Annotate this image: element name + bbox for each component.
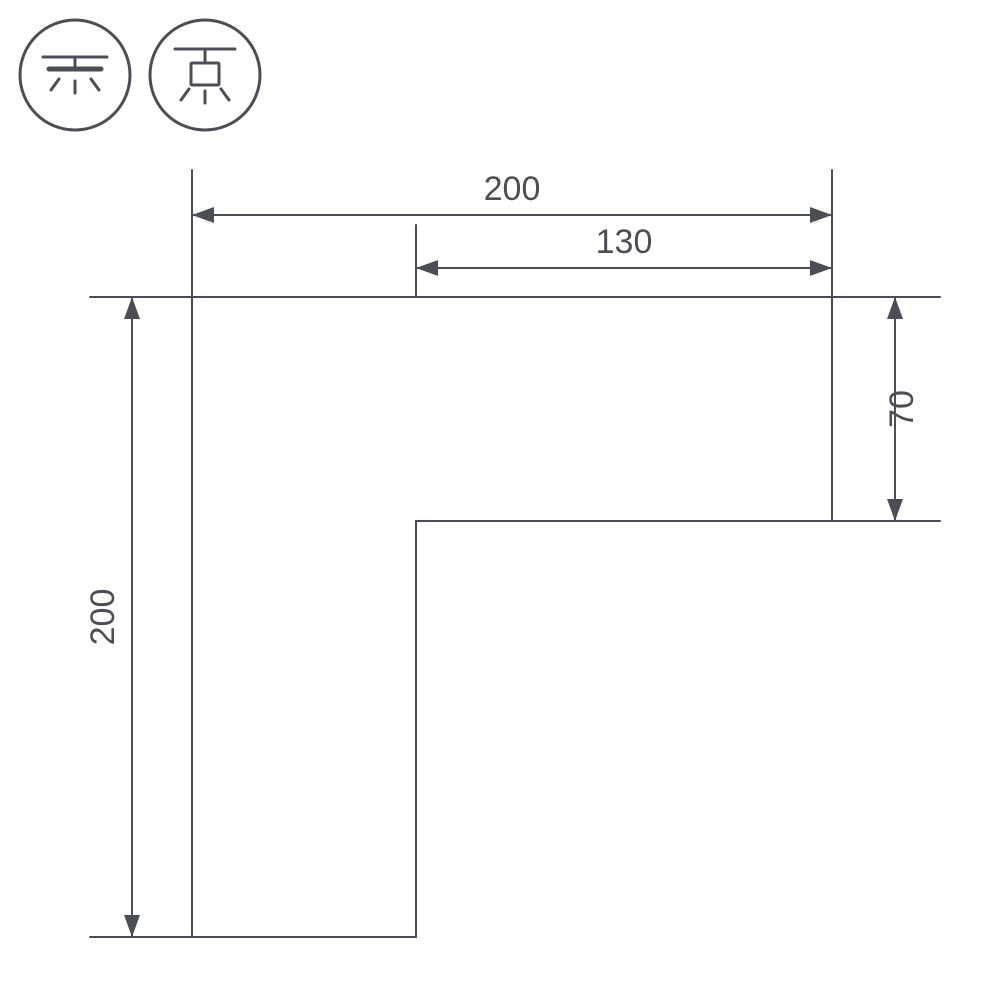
ceiling-recessed-light-icon: [20, 20, 130, 130]
dim-thickness: 70: [883, 390, 921, 428]
ceiling-surface-light-icon: [150, 20, 260, 130]
dim-width-outer: 200: [484, 170, 541, 208]
dim-height-outer: 200: [84, 589, 122, 646]
l-shape-outline: [192, 297, 832, 937]
dim-width-inner: 130: [596, 223, 653, 261]
technical-drawing: 200 130 70 200: [0, 0, 1000, 999]
